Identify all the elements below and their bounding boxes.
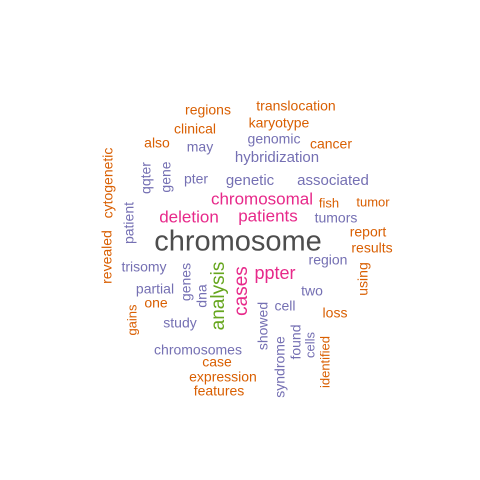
word-regions: regions [185,102,231,118]
word-analysis: analysis [208,262,229,331]
word-partial: partial [136,281,174,297]
word-genetic: genetic [226,172,275,189]
word-genomic: genomic [248,131,301,147]
word-gains: gains [124,304,139,336]
word-also: also [144,135,170,151]
word-loss: loss [323,305,348,321]
word-results: results [351,240,392,256]
word-cell: cell [274,298,295,314]
word-tumor: tumor [356,194,390,209]
word-syndrome: syndrome [272,336,288,398]
word-chromosomes: chromosomes [154,342,242,358]
word-qqter: qqter [138,162,154,194]
word-one: one [144,295,168,311]
word-translocation: translocation [256,98,335,114]
word-ppter: ppter [254,263,295,283]
word-cases: cases [231,266,252,316]
word-genes: genes [178,263,194,301]
word-two: two [301,283,323,299]
word-using: using [355,262,371,295]
word-fish: fish [319,195,339,210]
word-chromosome: chromosome [154,226,322,258]
word-may: may [187,139,213,155]
word-patients: patients [238,206,298,225]
word-chromosomal: chromosomal [211,189,313,208]
word-identified: identified [317,336,332,388]
word-region: region [309,252,348,268]
word-expression: expression [189,369,257,385]
word-trisomy: trisomy [121,259,166,275]
word-showed: showed [255,302,271,350]
word-features: features [194,383,245,399]
word-case: case [202,354,232,370]
word-study: study [163,315,196,331]
word-karyotype: karyotype [249,115,310,131]
word-found: found [288,324,304,359]
word-clinical: clinical [174,121,216,137]
word-deletion: deletion [159,207,219,226]
word-associated: associated [297,172,369,189]
word-gene: gene [158,161,174,192]
word-tumors: tumors [315,210,358,226]
word-cancer: cancer [310,136,352,152]
word-report: report [350,224,387,240]
word-cells: cells [302,332,317,359]
word-patient: patient [121,202,137,244]
word-hybridization: hybridization [235,149,319,166]
word-revealed: revealed [99,230,115,284]
word-dna: dna [194,284,210,308]
word-pter: pter [184,171,208,187]
word-cytogenetic: cytogenetic [100,148,116,219]
